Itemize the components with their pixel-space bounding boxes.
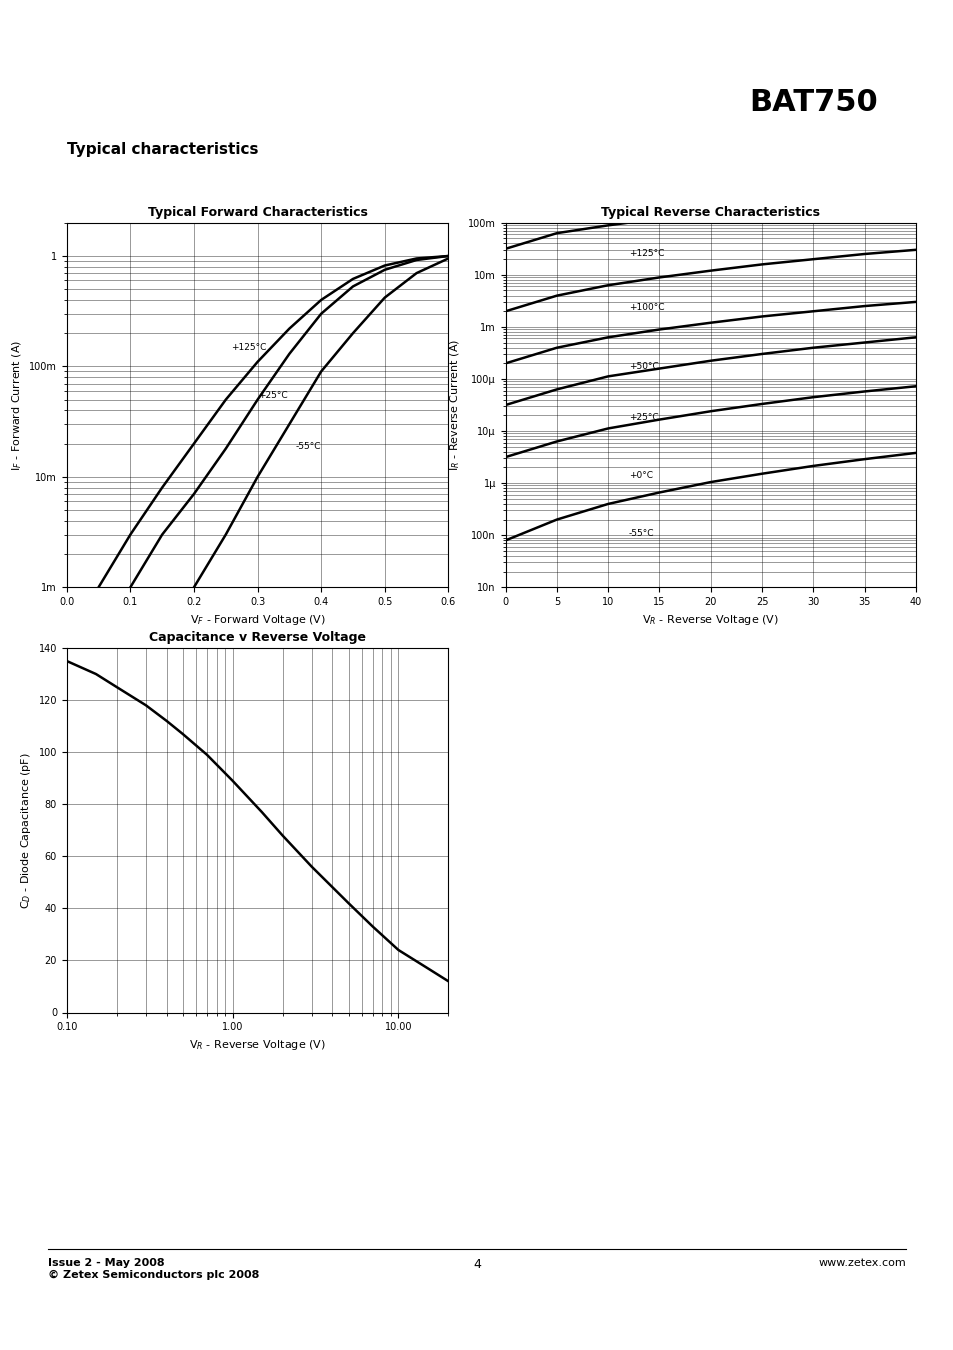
Text: +25°C: +25°C xyxy=(257,390,287,400)
X-axis label: V$_F$ - Forward Voltage (V): V$_F$ - Forward Voltage (V) xyxy=(190,613,325,626)
Title: Typical Forward Characteristics: Typical Forward Characteristics xyxy=(148,205,367,219)
Title: Capacitance v Reverse Voltage: Capacitance v Reverse Voltage xyxy=(149,630,366,644)
Y-axis label: I$_R$ - Reverse Current (A): I$_R$ - Reverse Current (A) xyxy=(449,339,462,471)
Y-axis label: C$_D$ - Diode Capacitance (pF): C$_D$ - Diode Capacitance (pF) xyxy=(19,752,33,909)
Text: www.zetex.com: www.zetex.com xyxy=(818,1258,905,1268)
Text: +100°C: +100°C xyxy=(628,304,663,312)
Y-axis label: I$_F$ - Forward Current (A): I$_F$ - Forward Current (A) xyxy=(10,339,24,471)
X-axis label: V$_R$ - Reverse Voltage (V): V$_R$ - Reverse Voltage (V) xyxy=(189,1038,326,1052)
Text: -55°C: -55°C xyxy=(628,529,654,539)
Text: +125°C: +125°C xyxy=(231,343,266,352)
Text: BAT750: BAT750 xyxy=(748,88,877,116)
Text: -55°C: -55°C xyxy=(295,441,321,451)
Title: Typical Reverse Characteristics: Typical Reverse Characteristics xyxy=(600,205,820,219)
Text: +125°C: +125°C xyxy=(628,248,663,258)
Text: +50°C: +50°C xyxy=(628,362,658,370)
X-axis label: V$_R$ - Reverse Voltage (V): V$_R$ - Reverse Voltage (V) xyxy=(641,613,779,626)
Text: +0°C: +0°C xyxy=(628,471,652,479)
Text: Typical characteristics: Typical characteristics xyxy=(67,142,258,157)
Text: +25°C: +25°C xyxy=(628,413,658,421)
Text: 4: 4 xyxy=(473,1258,480,1272)
Text: Issue 2 - May 2008
© Zetex Semiconductors plc 2008: Issue 2 - May 2008 © Zetex Semiconductor… xyxy=(48,1258,259,1280)
